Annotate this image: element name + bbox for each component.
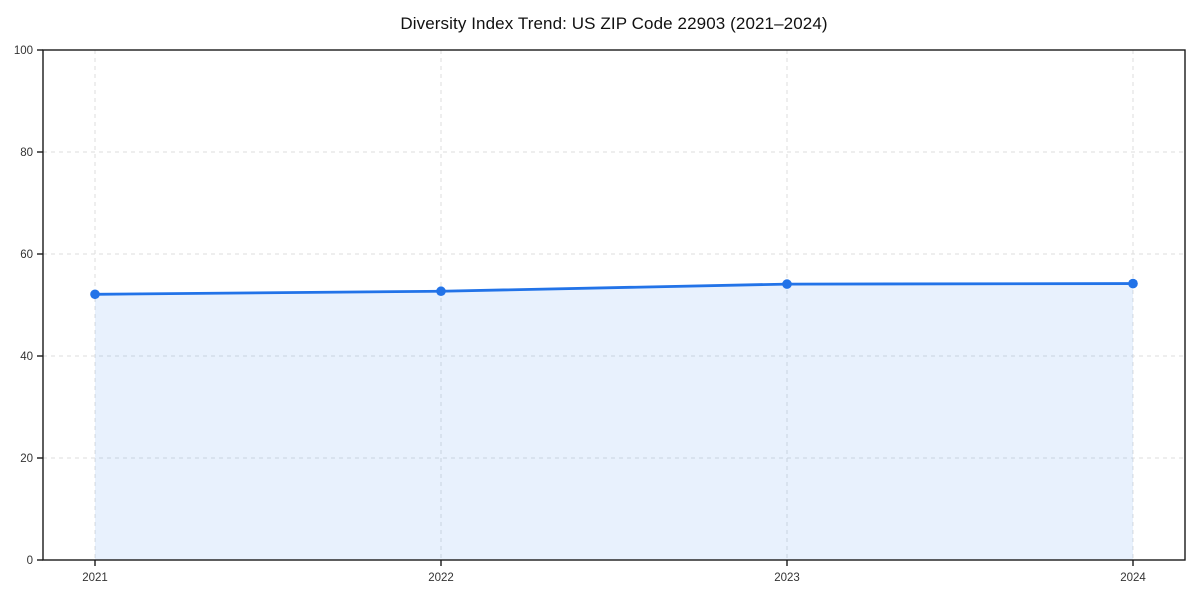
y-tick-label-100: 100 bbox=[14, 45, 33, 57]
data-point-2021 bbox=[90, 289, 100, 300]
x-tick-label-2021: 2021 bbox=[82, 572, 108, 584]
x-tick-label-2022: 2022 bbox=[428, 572, 454, 584]
data-point-2024 bbox=[1128, 278, 1138, 289]
area-fill bbox=[95, 283, 1133, 560]
trend-line bbox=[93, 282, 1135, 296]
x-tick-label-2024: 2024 bbox=[1120, 572, 1146, 584]
x-tick-label-2023: 2023 bbox=[774, 572, 800, 584]
y-tick-label-0: 0 bbox=[27, 555, 33, 567]
y-tick-label-40: 40 bbox=[20, 351, 33, 363]
y-tick-label-60: 60 bbox=[20, 249, 33, 261]
chart-title: Diversity Index Trend: US ZIP Code 22903… bbox=[400, 14, 828, 33]
data-point-2023 bbox=[782, 279, 792, 289]
data-point-2022 bbox=[436, 286, 446, 297]
y-tick-label-20: 20 bbox=[20, 453, 33, 465]
plot-border bbox=[42, 49, 1186, 561]
y-tick-label-80: 80 bbox=[20, 147, 33, 159]
